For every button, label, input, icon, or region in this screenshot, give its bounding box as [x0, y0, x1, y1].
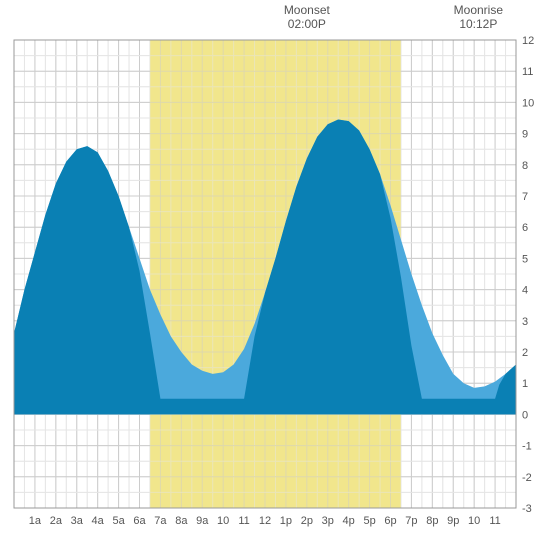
y-tick-label: 2	[522, 347, 528, 359]
x-tick-label: 11	[489, 515, 500, 527]
x-tick-label: 2a	[50, 515, 63, 527]
y-tick-label: -3	[522, 503, 532, 515]
x-tick-label: 8p	[426, 515, 438, 527]
x-tick-label: 5a	[112, 515, 125, 527]
y-tick-label: 4	[522, 285, 528, 297]
y-tick-label: 7	[522, 191, 528, 203]
y-tick-label: 11	[522, 66, 533, 78]
x-tick-label: 7p	[405, 515, 417, 527]
x-tick-label: 6a	[133, 515, 146, 527]
moonset-label-title: Moonset	[284, 3, 331, 17]
x-tick-label: 6p	[384, 515, 396, 527]
x-tick-label: 5p	[363, 515, 375, 527]
y-tick-label: 10	[522, 97, 534, 109]
y-tick-label: 5	[522, 253, 528, 265]
x-tick-label: 2p	[301, 515, 313, 527]
x-tick-label: 1a	[29, 515, 42, 527]
tide-chart: -3-2-101234567891011121a2a3a4a5a6a7a8a9a…	[0, 0, 550, 550]
y-tick-label: 0	[522, 409, 528, 421]
x-tick-label: 10	[217, 515, 229, 527]
x-tick-label: 8a	[175, 515, 188, 527]
y-tick-label: 1	[522, 378, 528, 390]
x-tick-label: 3a	[71, 515, 84, 527]
x-tick-label: 9p	[447, 515, 459, 527]
x-tick-label: 7a	[154, 515, 167, 527]
y-tick-label: 3	[522, 316, 528, 328]
y-tick-label: 6	[522, 222, 528, 234]
x-tick-label: 4a	[92, 515, 105, 527]
y-tick-label: -2	[522, 472, 532, 484]
x-tick-label: 10	[468, 515, 480, 527]
y-tick-label: 12	[522, 35, 534, 47]
x-tick-label: 4p	[343, 515, 355, 527]
x-tick-label: 1p	[280, 515, 292, 527]
moonset-label-time: 02:00P	[288, 17, 326, 31]
moonrise-label-time: 10:12P	[459, 17, 497, 31]
y-tick-label: 9	[522, 129, 528, 141]
y-tick-label: 8	[522, 160, 528, 172]
x-tick-label: 11	[238, 515, 249, 527]
y-tick-label: -1	[522, 441, 532, 453]
moonrise-label-title: Moonrise	[454, 3, 504, 17]
x-tick-label: 12	[259, 515, 271, 527]
x-tick-label: 9a	[196, 515, 209, 527]
x-tick-label: 3p	[322, 515, 334, 527]
